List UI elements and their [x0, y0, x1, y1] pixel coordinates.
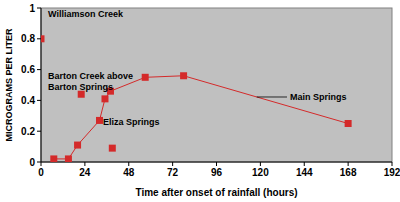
y-tick-label: 0.6 [21, 64, 35, 75]
y-axis-label: MICROGRAMS PER LITER [4, 28, 14, 142]
marker [109, 145, 116, 152]
y-tick [37, 69, 41, 70]
plot-area [41, 8, 392, 162]
y-tick-label: 0.4 [21, 95, 35, 106]
y-tick-label: 0.8 [21, 33, 35, 44]
marker [41, 35, 45, 42]
marker [345, 120, 352, 127]
x-tick [216, 162, 217, 166]
marker [74, 142, 81, 149]
x-tick-label: 24 [79, 167, 91, 178]
x-tick-label: 120 [252, 167, 269, 178]
x-tick [304, 162, 305, 166]
x-tick [260, 162, 261, 166]
y-tick-label: 0.2 [21, 126, 35, 137]
y-axis [41, 8, 42, 162]
marker [50, 155, 57, 162]
x-tick-label: 144 [296, 167, 313, 178]
annotation: Williamson Creek [48, 9, 124, 19]
chart: 0 0.2 0.4 0.6 0.8 1 0 24 48 72 96 120 144 168 192 Time … [0, 0, 400, 202]
leader-line [257, 96, 287, 97]
annotation: Eliza Springs [103, 117, 160, 127]
x-tick [172, 162, 173, 166]
x-tick-label: 0 [38, 167, 44, 178]
annotation: Barton Creek above Barton Springs [48, 71, 136, 92]
marker [142, 74, 149, 81]
marker [65, 155, 72, 162]
marker [101, 95, 108, 102]
y-tick [37, 38, 41, 39]
y-tick-label: 1 [29, 3, 35, 14]
annotation: Main Springs [290, 92, 347, 102]
data-group [41, 35, 352, 162]
y-tick [37, 8, 41, 9]
x-tick [128, 162, 129, 166]
x-tick-label: 168 [340, 167, 357, 178]
x-tick-label: 96 [211, 167, 223, 178]
y-tick-label: 0 [29, 157, 35, 168]
x-tick [41, 162, 42, 166]
x-axis-label: Time after onset of rainfall (hours) [135, 187, 297, 198]
y-tick [37, 131, 41, 132]
x-tick-label: 192 [384, 167, 400, 178]
marker [180, 72, 187, 79]
x-tick [348, 162, 349, 166]
x-tick-label: 48 [123, 167, 135, 178]
y-tick [37, 162, 41, 163]
x-tick [392, 162, 393, 166]
y-tick [37, 100, 41, 101]
x-tick-label: 72 [167, 167, 179, 178]
marker [96, 117, 103, 124]
x-tick [84, 162, 85, 166]
